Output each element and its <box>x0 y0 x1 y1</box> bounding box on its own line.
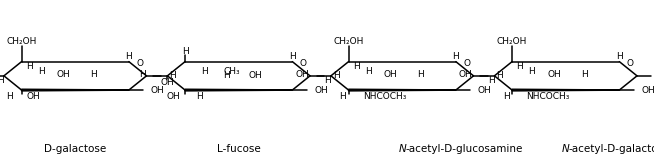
Text: OH: OH <box>641 86 654 94</box>
Text: H: H <box>453 52 459 61</box>
Text: H: H <box>496 71 503 80</box>
Text: OH: OH <box>383 70 398 79</box>
Text: OH: OH <box>295 70 309 79</box>
Text: O: O <box>136 60 143 68</box>
Text: OH: OH <box>547 70 561 79</box>
Text: H: H <box>126 52 132 61</box>
Text: O: O <box>300 60 307 68</box>
Text: H: H <box>528 67 535 76</box>
Text: CH₃: CH₃ <box>224 67 241 76</box>
Text: O: O <box>627 60 634 68</box>
Text: OH: OH <box>477 86 492 94</box>
Text: H: H <box>353 62 360 70</box>
Text: -acetyl-D-galactosamine: -acetyl-D-galactosamine <box>569 143 654 154</box>
Text: H: H <box>581 70 587 79</box>
Text: H: H <box>365 67 371 76</box>
Text: O: O <box>463 60 470 68</box>
Text: OH: OH <box>458 70 473 79</box>
Text: N: N <box>398 143 406 154</box>
Text: OH: OH <box>160 78 175 87</box>
Text: H: H <box>90 70 97 79</box>
Text: H: H <box>289 52 296 61</box>
Text: H: H <box>417 70 424 79</box>
Text: H: H <box>139 70 146 79</box>
Text: H: H <box>517 62 523 70</box>
Text: N: N <box>562 143 570 154</box>
Text: H: H <box>503 92 509 101</box>
Text: H: H <box>488 76 494 85</box>
Text: NHCOCH₃: NHCOCH₃ <box>363 92 406 101</box>
Text: H: H <box>196 92 203 101</box>
Text: -acetyl-D-glucosamine: -acetyl-D-glucosamine <box>405 143 523 154</box>
Text: H: H <box>38 67 44 76</box>
Text: H: H <box>201 67 208 76</box>
Text: CH₂OH: CH₂OH <box>497 37 527 46</box>
Text: OH: OH <box>56 70 71 79</box>
Text: CH₂OH: CH₂OH <box>7 37 37 46</box>
Text: CH₂OH: CH₂OH <box>334 37 364 46</box>
Text: OH: OH <box>26 92 41 101</box>
Text: H: H <box>26 62 33 70</box>
Polygon shape <box>185 89 292 91</box>
Text: NHCOCH₃: NHCOCH₃ <box>526 92 570 101</box>
Polygon shape <box>22 89 129 91</box>
Text: H: H <box>339 92 346 101</box>
Text: H: H <box>169 71 176 80</box>
Text: H: H <box>324 76 331 85</box>
Text: OH: OH <box>314 86 328 94</box>
Text: OH: OH <box>166 92 181 101</box>
Polygon shape <box>512 89 619 91</box>
Text: L-fucose: L-fucose <box>217 143 260 154</box>
Text: H: H <box>7 92 13 101</box>
Polygon shape <box>349 89 456 91</box>
Text: OH: OH <box>150 86 165 94</box>
Text: OH: OH <box>248 71 262 80</box>
Text: H: H <box>333 71 339 80</box>
Text: D-galactose: D-galactose <box>44 143 107 154</box>
Text: H: H <box>182 47 188 56</box>
Text: H: H <box>616 52 623 61</box>
Text: H: H <box>224 71 230 80</box>
Text: H: H <box>0 76 4 85</box>
